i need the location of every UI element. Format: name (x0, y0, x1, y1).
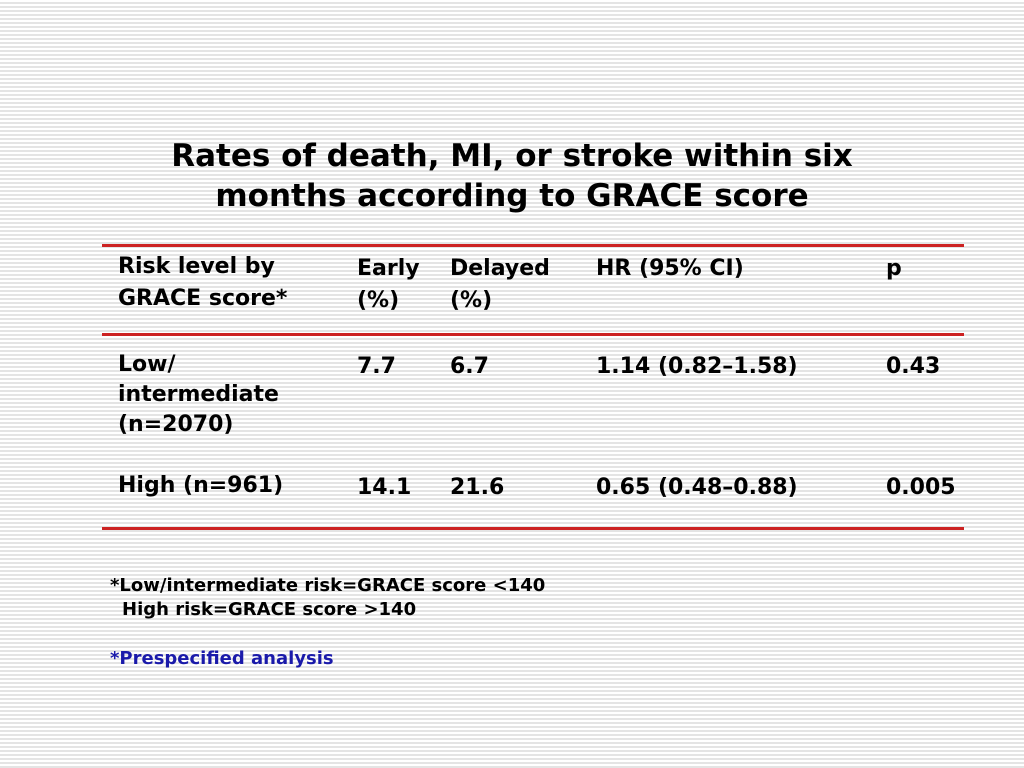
header-risk-level: Risk level by GRACE score* (118, 251, 287, 315)
row-low-risk-level: Low/ intermediate (n=2070) (118, 350, 279, 440)
row-low-risk-line-3: (n=2070) (118, 412, 234, 437)
header-risk-level-line-2: GRACE score* (118, 286, 288, 311)
header-p-text: p (886, 256, 902, 281)
row-high-delayed: 21.6 (450, 475, 505, 500)
header-early: Early (%) (357, 253, 420, 317)
row-high-hr: 0.65 (0.48–0.88) (596, 475, 798, 500)
slide-title-line-1: Rates of death, MI, or stroke within six (171, 138, 853, 174)
header-delayed: Delayed (%) (450, 253, 550, 317)
row-low-hr: 1.14 (0.82–1.58) (596, 354, 798, 379)
header-delayed-line-2: (%) (450, 288, 493, 313)
table-bottom-rule (102, 527, 964, 530)
footnote-low-intermediate: *Low/intermediate risk=GRACE score <140 (110, 575, 546, 596)
row-high-early: 14.1 (357, 475, 412, 500)
header-hr-text: HR (95% CI) (596, 256, 744, 281)
footnote-high-risk: High risk=GRACE score >140 (122, 599, 417, 620)
row-low-p: 0.43 (886, 354, 941, 379)
header-early-line-2: (%) (357, 288, 400, 313)
header-hr: HR (95% CI) (596, 253, 744, 285)
header-risk-level-line-1: Risk level by (118, 254, 275, 279)
header-delayed-line-1: Delayed (450, 256, 550, 281)
slide-title-line-2: months according to GRACE score (215, 178, 809, 214)
row-low-risk-line-2: intermediate (118, 382, 279, 407)
header-p: p (886, 253, 902, 285)
row-low-risk-line-1: Low/ (118, 352, 176, 377)
row-high-risk-level: High (n=961) (118, 473, 284, 498)
table-header-rule (102, 333, 964, 336)
table-top-rule (102, 244, 964, 247)
row-low-delayed: 6.7 (450, 354, 489, 379)
row-low-early: 7.7 (357, 354, 396, 379)
slide-title: Rates of death, MI, or stroke within six… (0, 136, 1024, 216)
row-high-p: 0.005 (886, 475, 956, 500)
footnote-prespecified: *Prespecified analysis (110, 648, 334, 669)
header-early-line-1: Early (357, 256, 420, 281)
